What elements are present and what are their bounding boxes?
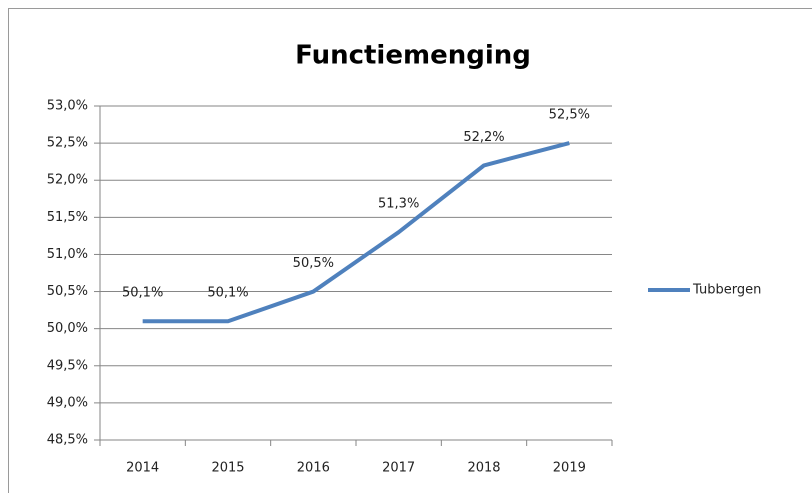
x-tick-label: 2018	[467, 461, 500, 476]
data-label: 50,1%	[122, 286, 163, 301]
y-tick-label: 49,0%	[47, 395, 88, 410]
y-tick-label: 49,5%	[47, 358, 88, 373]
x-tick-label: 2017	[382, 461, 415, 476]
data-label: 51,3%	[378, 197, 419, 212]
legend-label: Tubbergen	[692, 283, 761, 298]
y-tick-label: 52,5%	[47, 136, 88, 151]
y-tick-label: 48,5%	[47, 433, 88, 448]
data-line	[142, 141, 570, 324]
y-tick-label: 51,5%	[47, 210, 88, 225]
chart-frame	[8, 8, 812, 493]
y-tick-label: 50,5%	[47, 284, 88, 299]
chart-title: Functiemenging	[295, 41, 531, 71]
data-label: 52,5%	[549, 108, 590, 123]
y-tick-label: 52,0%	[47, 173, 88, 188]
data-label: 50,1%	[207, 286, 248, 301]
data-label: 52,2%	[463, 130, 504, 145]
x-tick-label: 2015	[211, 461, 244, 476]
x-tick-label: 2016	[297, 461, 330, 476]
y-tick-label: 51,0%	[47, 247, 88, 262]
x-tick-label: 2019	[553, 461, 586, 476]
data-label: 50,5%	[293, 256, 334, 271]
y-tick-label: 53,0%	[47, 99, 88, 114]
x-tick-label: 2014	[126, 461, 159, 476]
y-tick-label: 50,0%	[47, 321, 88, 336]
